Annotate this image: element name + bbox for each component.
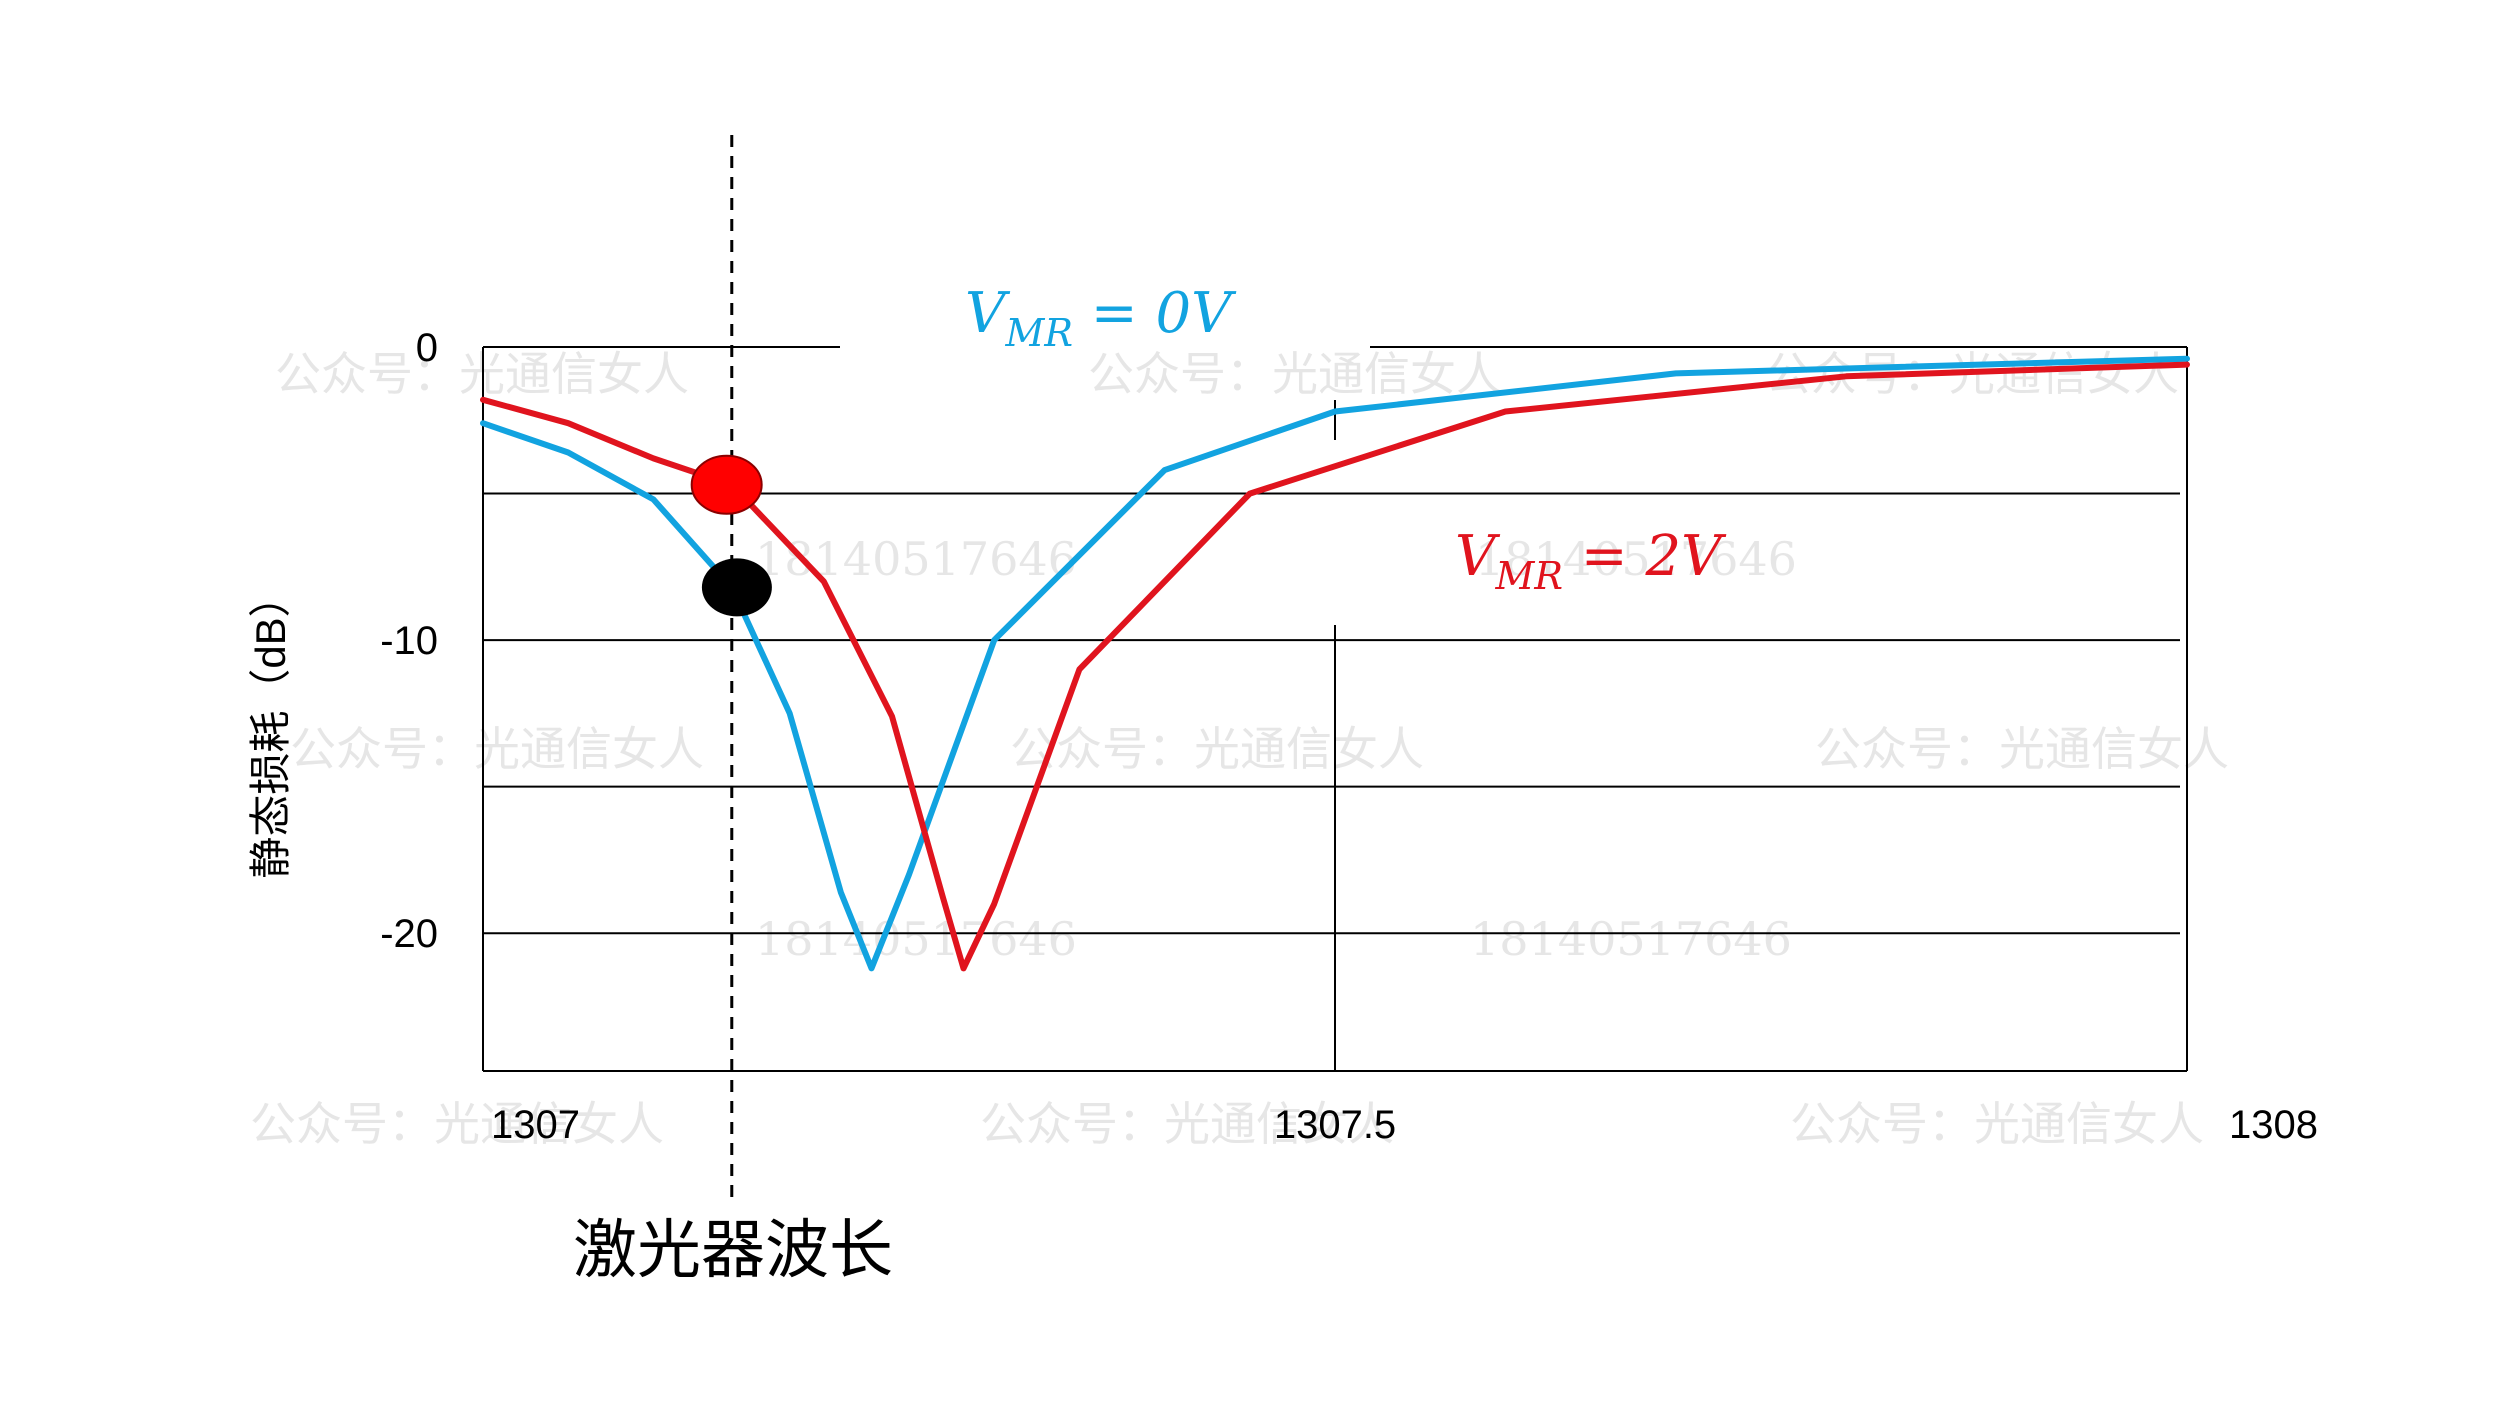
y-axis-label: 静态损耗（dB） (247, 575, 294, 878)
x-axis-label: 激光器波长 (573, 1214, 893, 1286)
marker-layer (690, 135, 772, 1205)
watermark-text: 公众号：光通信女人 (1088, 347, 1502, 401)
x-tick-label: 1307 (491, 1103, 580, 1147)
series-layer (480, 355, 2190, 972)
watermark-text: 公众号：光通信女人 (250, 1097, 664, 1151)
watermark-text: 18140517646 (755, 532, 1077, 586)
watermark-text: 公众号：光通信女人 (1790, 1097, 2204, 1151)
y-tick-label: 0 (416, 326, 438, 370)
series-label: VMR = 2V (1455, 524, 1727, 598)
series-line (480, 355, 2190, 972)
watermark-text: 18140517646 (1475, 532, 1797, 586)
watermark-text: 公众号：光通信女人 (290, 722, 704, 776)
watermark-text: 公众号：光通信女人 (980, 1097, 1394, 1151)
label-layer: 静态损耗（dB） 激光器波长 VMR = 0V VMR = 2V (247, 281, 1727, 1286)
watermark-text: 公众号：光通信女人 (1010, 722, 1424, 776)
watermark-text: 公众号：光通信女人 (1815, 722, 2229, 776)
marker-black-point (701, 558, 772, 617)
series-label: VMR = 0V (965, 281, 1237, 355)
y-tick-label: -10 (380, 619, 438, 663)
watermark-text: 18140517646 (755, 912, 1077, 966)
y-tick-label: -20 (380, 912, 438, 956)
watermark-text: 18140517646 (1470, 912, 1792, 966)
x-tick-label: 1307.5 (1274, 1103, 1396, 1147)
grid-layer: 0 -10 -20 1307 1307.5 1308 (380, 326, 2318, 1147)
x-tick-label: 1308 (2229, 1103, 2318, 1147)
marker-red-point (690, 454, 763, 515)
series-line (480, 361, 2190, 972)
